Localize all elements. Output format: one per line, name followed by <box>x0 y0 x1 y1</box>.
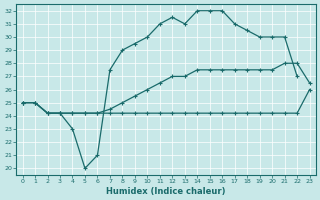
X-axis label: Humidex (Indice chaleur): Humidex (Indice chaleur) <box>106 187 226 196</box>
